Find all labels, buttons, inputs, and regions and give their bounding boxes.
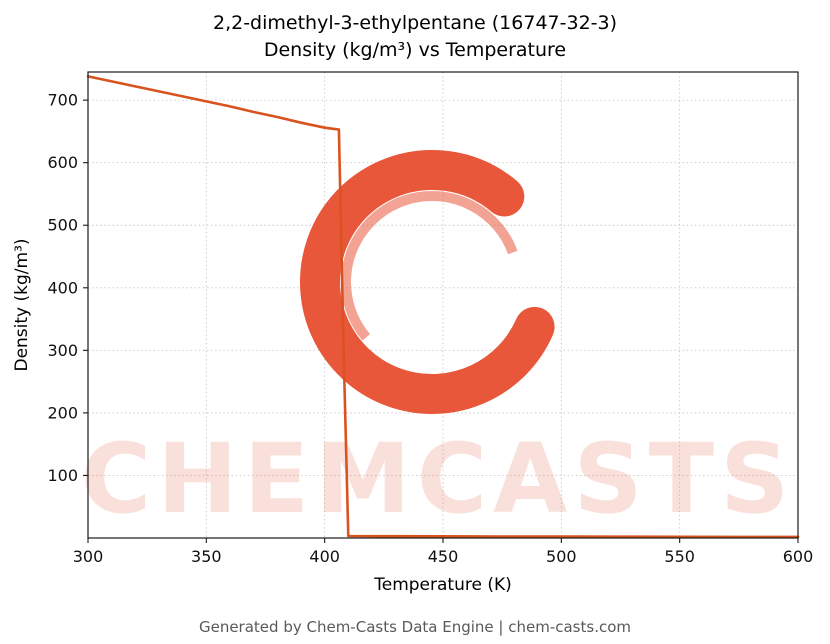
x-tick-label: 450 xyxy=(428,547,459,566)
x-axis-label: Temperature (K) xyxy=(373,575,512,595)
chart-title: 2,2-dimethyl-3-ethylpentane (16747-32-3)… xyxy=(0,10,830,64)
chart-title-line2: Density (kg/m³) vs Temperature xyxy=(263,39,567,61)
tick-labels: 300 350 400 450 500 550 600 100 200 300 400 500 600 7… xyxy=(47,91,813,566)
watermark-logo-inner xyxy=(341,191,523,373)
y-tick-label: 300 xyxy=(47,341,78,360)
x-tick-label: 350 xyxy=(191,547,222,566)
x-tick-label: 550 xyxy=(664,547,695,566)
watermark-logo-icon xyxy=(300,150,564,414)
x-tick-label: 600 xyxy=(783,547,814,566)
watermark-text: CHEMCASTS xyxy=(81,423,795,535)
tick-marks xyxy=(83,99,799,543)
y-tick-label: 200 xyxy=(47,403,78,422)
footer-caption: Generated by Chem-Casts Data Engine | ch… xyxy=(198,618,632,636)
x-tick-label: 500 xyxy=(546,547,577,566)
y-axis-label: Density (kg/m³) xyxy=(12,238,32,371)
y-tick-label: 700 xyxy=(47,91,78,110)
x-tick-label: 300 xyxy=(73,547,104,566)
density-series-line xyxy=(86,75,800,539)
x-tick-label: 400 xyxy=(309,547,340,566)
chart-title-line1: 2,2-dimethyl-3-ethylpentane (16747-32-3) xyxy=(212,12,618,34)
y-tick-label: 400 xyxy=(47,278,78,297)
plot-area xyxy=(88,72,798,538)
gridlines xyxy=(87,72,799,538)
watermark: CHEMCASTS xyxy=(81,423,795,535)
y-tick-label: 600 xyxy=(47,153,78,172)
y-tick-label: 100 xyxy=(47,466,78,485)
y-tick-label: 500 xyxy=(47,216,78,235)
